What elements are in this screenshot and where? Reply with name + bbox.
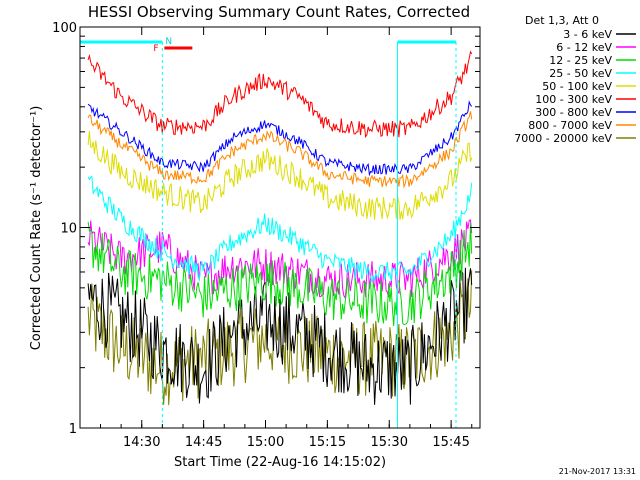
y-tick-label-0: 1 (69, 422, 77, 437)
legend-label-4: 50 - 100 keV (542, 80, 612, 93)
legend-label-2: 12 - 25 keV (549, 54, 612, 67)
x-tick-label-4: 15:30 (371, 435, 408, 450)
plot-area: NF 14:30 14:45 15:00 15:15 15:30 15:45 1 10 100 (52, 21, 481, 450)
series-line-7 (87, 111, 473, 189)
legend-label-7: 800 - 7000 keV (528, 119, 612, 132)
x-tick-label-1: 14:45 (185, 435, 222, 450)
flag-f-label: F (153, 44, 158, 54)
x-tick-label-5: 15:45 (432, 435, 469, 450)
series-layer (87, 50, 473, 406)
series-line-2 (87, 221, 473, 327)
y-axis-label: Corrected Count Rate (s⁻¹ detector⁻¹) (29, 106, 44, 351)
marker-layer: NF (80, 37, 457, 428)
series-line-1 (87, 219, 473, 300)
legend-label-5: 100 - 300 keV (535, 93, 612, 106)
y-tick-label-1: 10 (60, 222, 77, 237)
series-line-5 (87, 50, 473, 139)
series-line-4 (87, 131, 473, 220)
x-tick-label-3: 15:15 (309, 435, 346, 450)
x-tick-label-0: 14:30 (123, 435, 160, 450)
legend-label-0: 3 - 6 keV (563, 28, 612, 41)
series-line-6 (87, 100, 473, 177)
y-tick-label-2: 100 (52, 21, 77, 36)
legend-title: Det 1,3, Att 0 (525, 14, 599, 27)
chart-title: HESSI Observing Summary Count Rates, Cor… (88, 3, 470, 21)
series-line-0 (87, 267, 473, 405)
generation-timestamp: 21-Nov-2017 13:31 (559, 467, 636, 476)
legend-label-1: 6 - 12 keV (556, 41, 612, 54)
axis-layer: 14:30 14:45 15:00 15:15 15:30 15:45 1 10 100 (52, 21, 480, 450)
legend-label-6: 300 - 800 keV (535, 106, 612, 119)
legend-label-8: 7000 - 20000 keV (514, 132, 612, 145)
legend-label-3: 25 - 50 keV (549, 67, 612, 80)
flag-n-label: N (165, 37, 172, 47)
x-tick-label-2: 15:00 (247, 435, 284, 450)
series-line-3 (87, 175, 473, 283)
x-axis-label: Start Time (22-Aug-16 14:15:02) (174, 455, 386, 470)
